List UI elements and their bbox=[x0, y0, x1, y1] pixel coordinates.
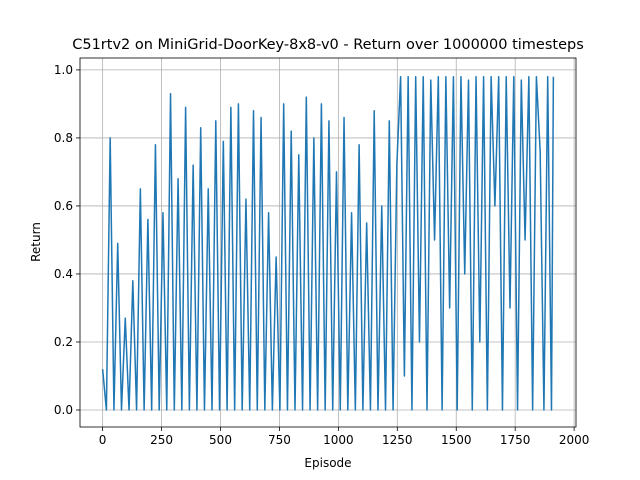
x-tick-label: 1750 bbox=[500, 433, 531, 447]
x-tick-label: 1000 bbox=[323, 433, 354, 447]
y-axis-label: Return bbox=[29, 222, 43, 262]
x-tick-label: 500 bbox=[209, 433, 232, 447]
data-line bbox=[101, 75, 555, 411]
x-tick-label: 750 bbox=[268, 433, 291, 447]
y-tick-label: 0.6 bbox=[54, 199, 73, 213]
y-tick-label: 0.8 bbox=[54, 131, 73, 145]
y-tick-label: 0.4 bbox=[54, 267, 73, 281]
y-tick-label: 0.0 bbox=[54, 403, 73, 417]
y-tick-label: 1.0 bbox=[54, 63, 73, 77]
x-tick-label: 0 bbox=[99, 433, 107, 447]
x-axis-label: Episode bbox=[304, 456, 351, 470]
x-tick-label: 1250 bbox=[382, 433, 413, 447]
x-tick-label: 250 bbox=[150, 433, 173, 447]
plot-frame bbox=[79, 57, 577, 428]
x-tick-label: 1500 bbox=[441, 433, 472, 447]
x-tick-label: 2000 bbox=[559, 433, 590, 447]
chart-title: C51rtv2 on MiniGrid-DoorKey-8x8-v0 - Ret… bbox=[72, 37, 584, 53]
y-tick-label: 0.2 bbox=[54, 335, 73, 349]
